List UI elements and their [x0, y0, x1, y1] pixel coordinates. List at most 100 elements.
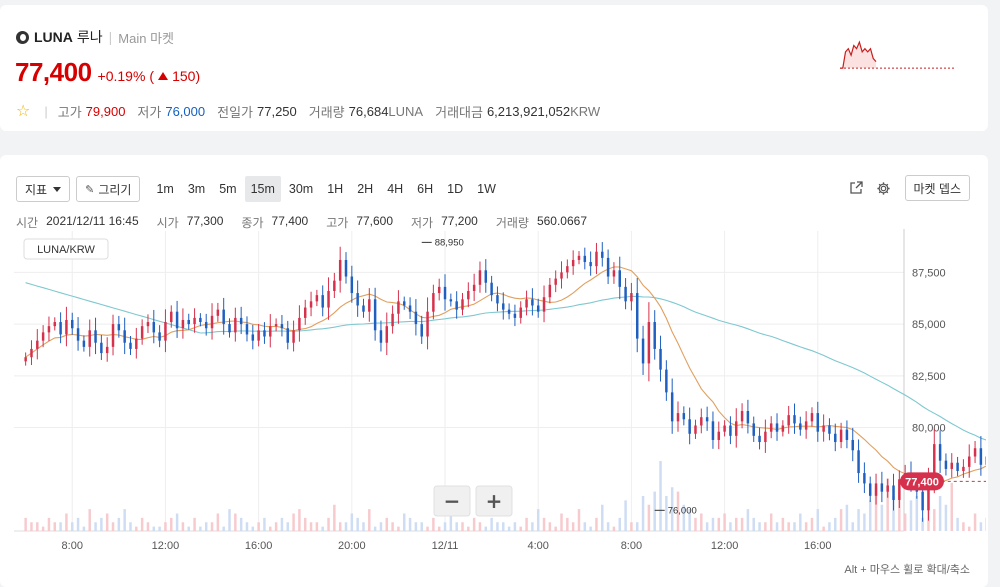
star-outline-icon[interactable]: ☆ [16, 103, 31, 120]
y-tick-label: 85,000 [912, 319, 946, 331]
interval-15m[interactable]: 15m [244, 176, 281, 202]
interval-1h[interactable]: 1H [327, 182, 344, 196]
volume-bar [921, 517, 924, 531]
market-depth-button[interactable]: 마켓 뎁스 [904, 175, 970, 201]
volume-bar [222, 526, 225, 531]
candle-body [944, 460, 948, 469]
volume-bar [670, 487, 674, 531]
volume-bar [816, 509, 820, 531]
draw-button[interactable]: ✎ 그리기 [76, 176, 141, 202]
volume-bar [799, 513, 802, 531]
volume-bar [53, 522, 57, 531]
volume-bar [94, 522, 97, 531]
volume-bar [414, 522, 418, 531]
volume-bar [740, 517, 744, 531]
candle-body [100, 342, 103, 354]
candle-body [350, 276, 354, 294]
volume-bar [496, 522, 499, 531]
candle-body [822, 425, 825, 432]
interval-30m[interactable]: 30m [288, 182, 314, 196]
candle-body [659, 348, 662, 370]
candle-body [967, 456, 971, 467]
volume-bar [41, 526, 45, 531]
candle-body [705, 417, 709, 422]
volume-bar [944, 504, 948, 531]
candle-body [88, 330, 91, 347]
volume-bar [909, 500, 913, 531]
interval-5m[interactable]: 5m [219, 182, 237, 196]
volume-bar [962, 522, 965, 531]
interval-1w[interactable]: 1W [477, 182, 496, 196]
interval-3m[interactable]: 3m [187, 182, 206, 196]
y-tick-label: 82,500 [912, 371, 946, 383]
candle-body [700, 417, 703, 426]
candle-body [228, 324, 231, 333]
candle-body [950, 462, 954, 469]
change-rate: +0.19% [97, 68, 146, 84]
indicator-button[interactable]: 지표 [16, 176, 71, 202]
volume-bar [519, 526, 522, 531]
volume-bar [676, 491, 680, 531]
caret-down-icon [53, 186, 62, 192]
volume-bar [612, 526, 616, 531]
volume-bar [239, 517, 243, 531]
interval-2h[interactable]: 2H [357, 182, 374, 196]
close-label: 종가 [241, 216, 264, 230]
candle-body [956, 462, 959, 471]
volume-bar [863, 513, 866, 531]
volume-bar [950, 482, 954, 531]
volume-bar [432, 517, 435, 531]
candle-body [531, 299, 534, 306]
volume-bar [839, 509, 843, 531]
volume-bar [700, 513, 703, 531]
candle-body [303, 307, 307, 318]
interval-1m[interactable]: 1m [156, 182, 174, 196]
volume-bar [868, 500, 872, 531]
price-sparkline [840, 40, 956, 69]
candle-body [164, 322, 167, 341]
volume-bar [274, 522, 278, 531]
high-value: 79,900 [85, 103, 126, 119]
volume-bar [828, 522, 831, 531]
trade-amount-label: 거래대금 [435, 104, 483, 120]
volume-bar [548, 522, 552, 531]
volume-bar [973, 513, 977, 531]
volume-bar [443, 522, 447, 531]
candle-body [589, 262, 592, 267]
pair-label-box [23, 238, 109, 260]
candle-body [973, 448, 977, 457]
interval-1d[interactable]: 1D [447, 182, 464, 196]
volume-bar [857, 509, 860, 531]
volume-bar [280, 517, 284, 531]
interval-6h[interactable]: 6H [417, 182, 434, 196]
zoom-in-button[interactable] [475, 485, 513, 517]
candle-body [874, 483, 878, 496]
change-amount-value: 150 [172, 68, 196, 84]
volume-bar [764, 522, 767, 531]
y-tick-label: 80,000 [912, 423, 946, 435]
candle-body [263, 330, 266, 337]
zoom-out-label: − [444, 489, 461, 513]
volume-bar [635, 522, 639, 531]
gear-icon[interactable] [873, 177, 895, 199]
candle-body [804, 421, 808, 430]
interval-4h[interactable]: 4H [387, 182, 404, 196]
volume-bar [851, 522, 854, 531]
candlestick-chart[interactable]: 87,500 85,000 82,500 80,000 8:00 12:00 16:00 20… [14, 229, 986, 555]
volume-bar [804, 522, 808, 531]
candle-body [793, 415, 796, 424]
candle-body [338, 259, 342, 281]
candle-body [764, 431, 767, 443]
volume-bar [577, 509, 581, 531]
volume-bar [933, 509, 936, 531]
candle-body [385, 326, 389, 343]
candle-body [769, 423, 773, 432]
volume-bar [437, 526, 441, 531]
volume-bar [589, 526, 592, 531]
zoom-out-button[interactable] [433, 485, 471, 517]
x-tick-label: 16:00 [245, 540, 273, 552]
volume-bar [368, 509, 371, 531]
volume-bar [822, 526, 825, 531]
candle-body [682, 413, 686, 420]
external-link-icon[interactable] [845, 177, 867, 199]
